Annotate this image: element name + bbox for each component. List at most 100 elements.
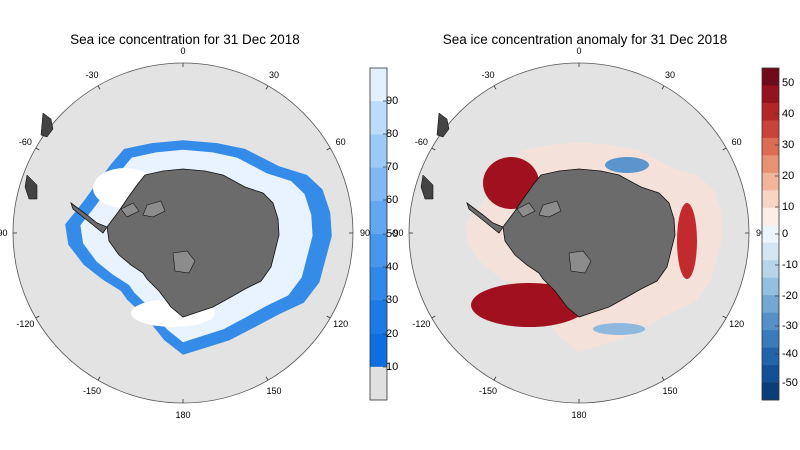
longitude-label: -120 (412, 319, 431, 329)
concentration-panel: Sea ice concentration for 31 Dec 2018 0 3… (0, 32, 399, 420)
colorbar-tick-label: 40 (782, 108, 795, 120)
east-antarctic-negative-anomaly (677, 203, 697, 279)
colorbar-segment (370, 167, 387, 202)
colorbar-segment (762, 330, 779, 348)
colorbar-segment (762, 312, 779, 331)
colorbar-tick-label: -30 (782, 320, 798, 332)
longitude-label: 0 (576, 46, 582, 56)
south-america-tip (40, 112, 54, 138)
longitude-label: 0 (180, 46, 186, 56)
anomaly-colorbar (761, 67, 780, 401)
positive-anomaly-patch (593, 323, 645, 335)
colorbar-segment (370, 300, 387, 334)
longitude-label: -90 (390, 228, 404, 238)
longitude-label: 180 (175, 410, 191, 420)
colorbar-segment (762, 207, 779, 226)
longitude-tick (97, 85, 101, 90)
colorbar-segment (762, 365, 779, 383)
longitude-tick (661, 85, 665, 90)
longitude-label: 150 (662, 385, 678, 396)
longitude-label: 180 (571, 410, 587, 420)
colorbar-segment (370, 234, 387, 268)
longitude-label: 30 (664, 70, 675, 81)
longitude-tick (493, 85, 497, 90)
anomaly-title: Sea ice concentration anomaly for 31 Dec… (442, 32, 728, 47)
colorbar-tick-label: 0 (782, 228, 789, 240)
longitude-label: -90 (0, 228, 8, 238)
ice-shelf (142, 200, 166, 218)
colorbar-tick-label: 50 (386, 228, 399, 240)
longitude-label: -150 (478, 385, 497, 396)
colorbar-segment (762, 155, 779, 174)
longitude-label: 90 (755, 228, 766, 238)
colorbar-segment (370, 366, 387, 401)
colorbar-tick-label: 10 (782, 201, 795, 213)
longitude-tick (97, 376, 101, 381)
colorbar-tick-label: 40 (386, 261, 399, 273)
longitude-tick (35, 147, 40, 151)
colorbar-tick-label: 10 (386, 361, 399, 373)
colorbar-segment (370, 333, 387, 368)
longitude-label: 120 (333, 319, 349, 329)
colorbar-tick-label: 70 (386, 161, 399, 173)
antarctic-peninsula (70, 201, 108, 234)
colorbar-segment (762, 260, 779, 278)
colorbar-segment (762, 172, 779, 191)
colorbar-segment (762, 68, 779, 86)
longitude-tick (661, 376, 665, 381)
colorbar-tick-label: 20 (386, 328, 399, 340)
colorbar-tick-label: 30 (782, 139, 795, 151)
longitude-label: 30 (268, 70, 279, 81)
colorbar-segment (762, 85, 779, 104)
anomaly-panel: Sea ice concentration anomaly for 31 Dec… (390, 0, 800, 450)
colorbar-tick-label: 30 (386, 294, 399, 306)
colorbar-segment (762, 295, 779, 313)
antarctic-peninsula (466, 201, 504, 234)
longitude-label: -30 (85, 70, 99, 81)
anomaly-map (408, 62, 750, 404)
longitude-tick (493, 376, 497, 381)
longitude-tick (431, 147, 436, 151)
south-america-tip (420, 174, 434, 200)
longitude-tick (722, 315, 727, 319)
colorbar-tick-label: 50 (782, 77, 795, 89)
colorbar-tick-label: -50 (782, 377, 798, 389)
longitude-tick (35, 315, 40, 319)
south-america-tip (436, 112, 450, 138)
ice-shelf (172, 250, 196, 274)
concentration-map (12, 62, 354, 404)
longitude-label: 150 (266, 385, 282, 396)
colorbar-segment (762, 242, 779, 261)
colorbar-segment (762, 225, 779, 244)
colorbar-segment (370, 200, 387, 235)
ice-shelf (516, 202, 536, 218)
longitude-label: -120 (16, 319, 35, 329)
colorbar-segment (370, 267, 387, 301)
colorbar-tick-label: 80 (386, 128, 399, 140)
ice-shelf (568, 250, 592, 274)
longitude-label: 120 (729, 319, 745, 329)
colorbar-segment (762, 382, 779, 401)
ice-shelf (538, 200, 562, 218)
colorbar-segment (370, 101, 387, 135)
colorbar-tick-label: -40 (782, 348, 798, 360)
colorbar-segment (370, 134, 387, 168)
longitude-label: 60 (731, 137, 742, 147)
longitude-label: -60 (18, 137, 32, 147)
positive-anomaly-patch (605, 157, 649, 173)
longitude-label: -30 (481, 70, 495, 81)
longitude-label: -60 (414, 137, 428, 147)
concentration-colorbar (369, 67, 388, 401)
longitude-tick (722, 147, 727, 151)
colorbar-tick-label: 90 (386, 95, 399, 107)
longitude-label: 60 (335, 137, 346, 147)
colorbar-tick-label: 60 (386, 194, 399, 206)
concentration-title: Sea ice concentration for 31 Dec 2018 (70, 32, 300, 47)
colorbar-segment (762, 102, 779, 121)
colorbar-segment (762, 277, 779, 296)
colorbar-tick-label: -20 (782, 290, 798, 302)
colorbar-segment (762, 137, 779, 156)
longitude-tick (326, 315, 331, 319)
colorbar-tick-label: 20 (782, 170, 795, 182)
colorbar-segment (762, 347, 779, 366)
